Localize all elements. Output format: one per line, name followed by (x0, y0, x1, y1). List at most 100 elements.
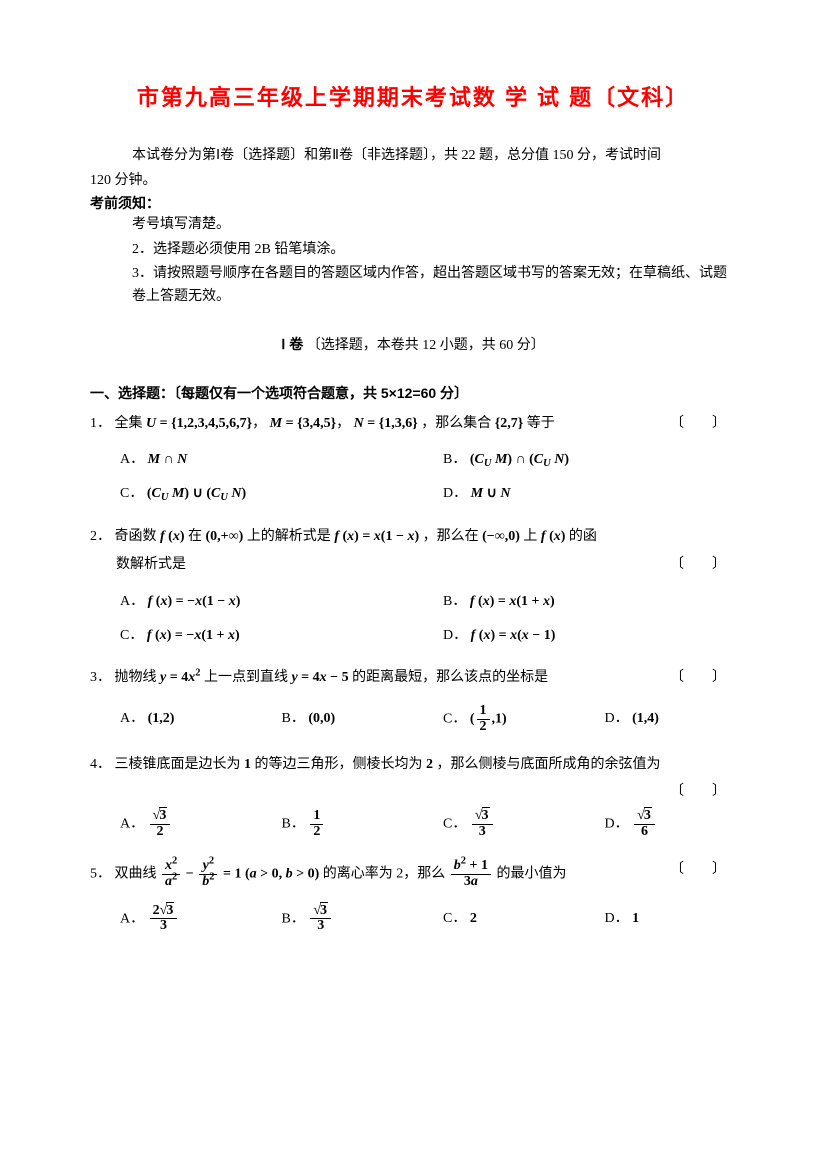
q-text: 上的解析式是 (247, 529, 335, 544)
option-a: A． M ∩ N (116, 443, 439, 477)
q-text: 的最小值为 (496, 867, 566, 882)
option-label: D． (605, 816, 629, 831)
answer-paren: 〔 〕 (670, 413, 726, 435)
q-text: 全集 (115, 416, 147, 431)
option-label: D． (605, 911, 629, 926)
option-label: D． (443, 486, 467, 501)
option-d: D． 3 6 (601, 803, 763, 845)
option-a: A． 233 (116, 898, 278, 940)
option-d: D． (1,4) (601, 698, 763, 740)
q-text: 上一点到直线 (204, 670, 292, 685)
option-math: ,1) (492, 711, 507, 726)
sqrt-rad: 3 (320, 902, 328, 918)
part1-label: Ⅰ 卷 (281, 336, 303, 352)
notice-item: 2．选择题必须使用 2B 铅笔填涂。 (132, 239, 736, 261)
option-c: C． 2 (439, 898, 601, 940)
math-num: 2 (426, 757, 433, 772)
math-set-u: U (146, 416, 160, 431)
option-math: 1 (632, 911, 639, 926)
math-set-u-val: = {1,2,3,4,5,6,7} (160, 416, 253, 431)
q-text: 的距离最短，那么该点的坐标是 (352, 670, 548, 685)
option-math: (1,4) (632, 711, 659, 726)
exam-title: 市第九高三年级上学期期末考试数 学 试 题〔文科〕 (90, 80, 736, 115)
frac-den: 2 (310, 825, 323, 840)
notice-list: 考号填写清楚。 2．选择题必须使用 2B 铅笔填涂。 3．请按照题号顺序在各题目… (132, 214, 736, 308)
q-text: 上 (523, 529, 541, 544)
options-q4: A． 3 2 B． 12 C． 33 D． 3 6 (116, 803, 762, 845)
part1-heading: Ⅰ 卷 〔选择题，本卷共 12 小题，共 60 分〕 (90, 333, 736, 357)
options-q2: A． f (x) = −x(1 − x) B． f (x) = x(1 + x)… (116, 585, 762, 654)
option-math: (1,2) (148, 711, 175, 726)
q-text: 的等边三角形，侧棱长均为 (255, 757, 427, 772)
sqrt-rad: 3 (482, 807, 490, 823)
question-3: 3． 抛物线 y = 4x2 上一点到直线 y = 4x − 5 的距离最短，那… (90, 667, 736, 689)
math-set-n: N (354, 416, 368, 431)
q-text: 的函 (569, 529, 597, 544)
option-d: D． 1 (601, 898, 763, 940)
frac-num: 1 (310, 809, 323, 825)
option-math: (0,0) (308, 711, 335, 726)
option-label: D． (605, 711, 629, 726)
option-d: D． f (x) = x(x − 1) (439, 619, 762, 653)
option-label: C． (443, 711, 466, 726)
option-math: N (174, 452, 188, 467)
frac-den: 6 (634, 825, 655, 840)
option-c: C． 33 (439, 803, 601, 845)
q-text: ，那么侧棱与底面所成角的余弦值为 (437, 757, 661, 772)
options-q5: A． 233 B． 33 C． 2 D． 1 (116, 898, 762, 940)
sqrt-rad: 3 (644, 807, 652, 823)
option-label: C． (443, 816, 466, 831)
option-b: B． (0,0) (278, 698, 440, 740)
option-label: B． (282, 911, 305, 926)
intro-block: 本试卷分为第Ⅰ卷〔选择题〕和第Ⅱ卷〔非选择题〕，共 22 题，总分值 150 分… (90, 145, 736, 192)
question-5: 5． 双曲线 x2a2 − y2b2 = 1 (a > 0, b > 0) 的离… (90, 859, 736, 889)
notice-item: 考号填写清楚。 (132, 214, 736, 236)
option-math: 2 (470, 911, 477, 926)
option-b: B． f (x) = x(1 + x) (439, 585, 762, 619)
q-text: 在 (188, 529, 206, 544)
q-text: 奇函数 (115, 529, 161, 544)
q-text: ，那么集合 (421, 416, 495, 431)
q-text: 的离心率为 2，那么 (323, 867, 449, 882)
option-label: B． (282, 711, 305, 726)
option-label: C． (120, 486, 143, 501)
option-label: A． (120, 816, 144, 831)
mc-section-heading: 一、选择题：〔每题仅有一个选项符合题意，共 5×12=60 分〕 (90, 382, 736, 404)
answer-paren: 〔 〕 (670, 554, 726, 576)
sqrt-rad: 3 (166, 902, 174, 918)
q-number: 4． (90, 757, 111, 772)
option-math: (CU M) ∩ (CU N) (470, 452, 569, 467)
frac-den: 2 (477, 720, 490, 735)
option-c: C． (CU M) ∪ (CU N) (116, 477, 439, 511)
q-text: 抛物线 (115, 670, 161, 685)
answer-paren: 〔 〕 (670, 667, 726, 689)
option-math: M (471, 486, 487, 501)
math-target-set: {2,7} (495, 416, 524, 431)
math-set-m-val: = {3,4,5} (286, 416, 337, 431)
intro-line-1: 本试卷分为第Ⅰ卷〔选择题〕和第Ⅱ卷〔非选择题〕，共 22 题，总分值 150 分… (132, 145, 736, 167)
math-num: 1 (244, 757, 251, 772)
option-math: ( (470, 711, 475, 726)
cap-icon: ∩ (164, 452, 174, 467)
option-math: (CU M) ∪ (CU N) (147, 486, 246, 501)
frac-den: 3 (150, 919, 178, 934)
math-domain: (0,+∞) (206, 529, 244, 544)
option-b: B． 12 (278, 803, 440, 845)
option-label: A． (120, 452, 144, 467)
q-text: 数解析式是 (116, 557, 186, 572)
options-q3: A． (1,2) B． (0,0) C． (12,1) D． (1,4) (116, 698, 762, 740)
math-fx: f (541, 529, 549, 544)
question-4: 4． 三棱锥底面是边长为 1 的等边三角形，侧棱长均为 2 ，那么侧棱与底面所成… (90, 754, 736, 776)
notice-item: 3．请按照题号顺序在各题目的答题区域内作答，超出答题区域书写的答案无效；在草稿纸… (132, 263, 736, 308)
q-text: 双曲线 (115, 867, 161, 882)
option-label: B． (282, 816, 305, 831)
option-label: A． (120, 911, 144, 926)
option-label: B． (443, 452, 466, 467)
option-c: C． (12,1) (439, 698, 601, 740)
option-a: A． f (x) = −x(1 − x) (116, 585, 439, 619)
notice-heading: 考前须知： (90, 192, 736, 214)
answer-paren: 〔 〕 (670, 859, 726, 881)
option-math: N (497, 486, 511, 501)
math-domain: (−∞,0) (482, 529, 520, 544)
q-number: 5． (90, 867, 111, 882)
